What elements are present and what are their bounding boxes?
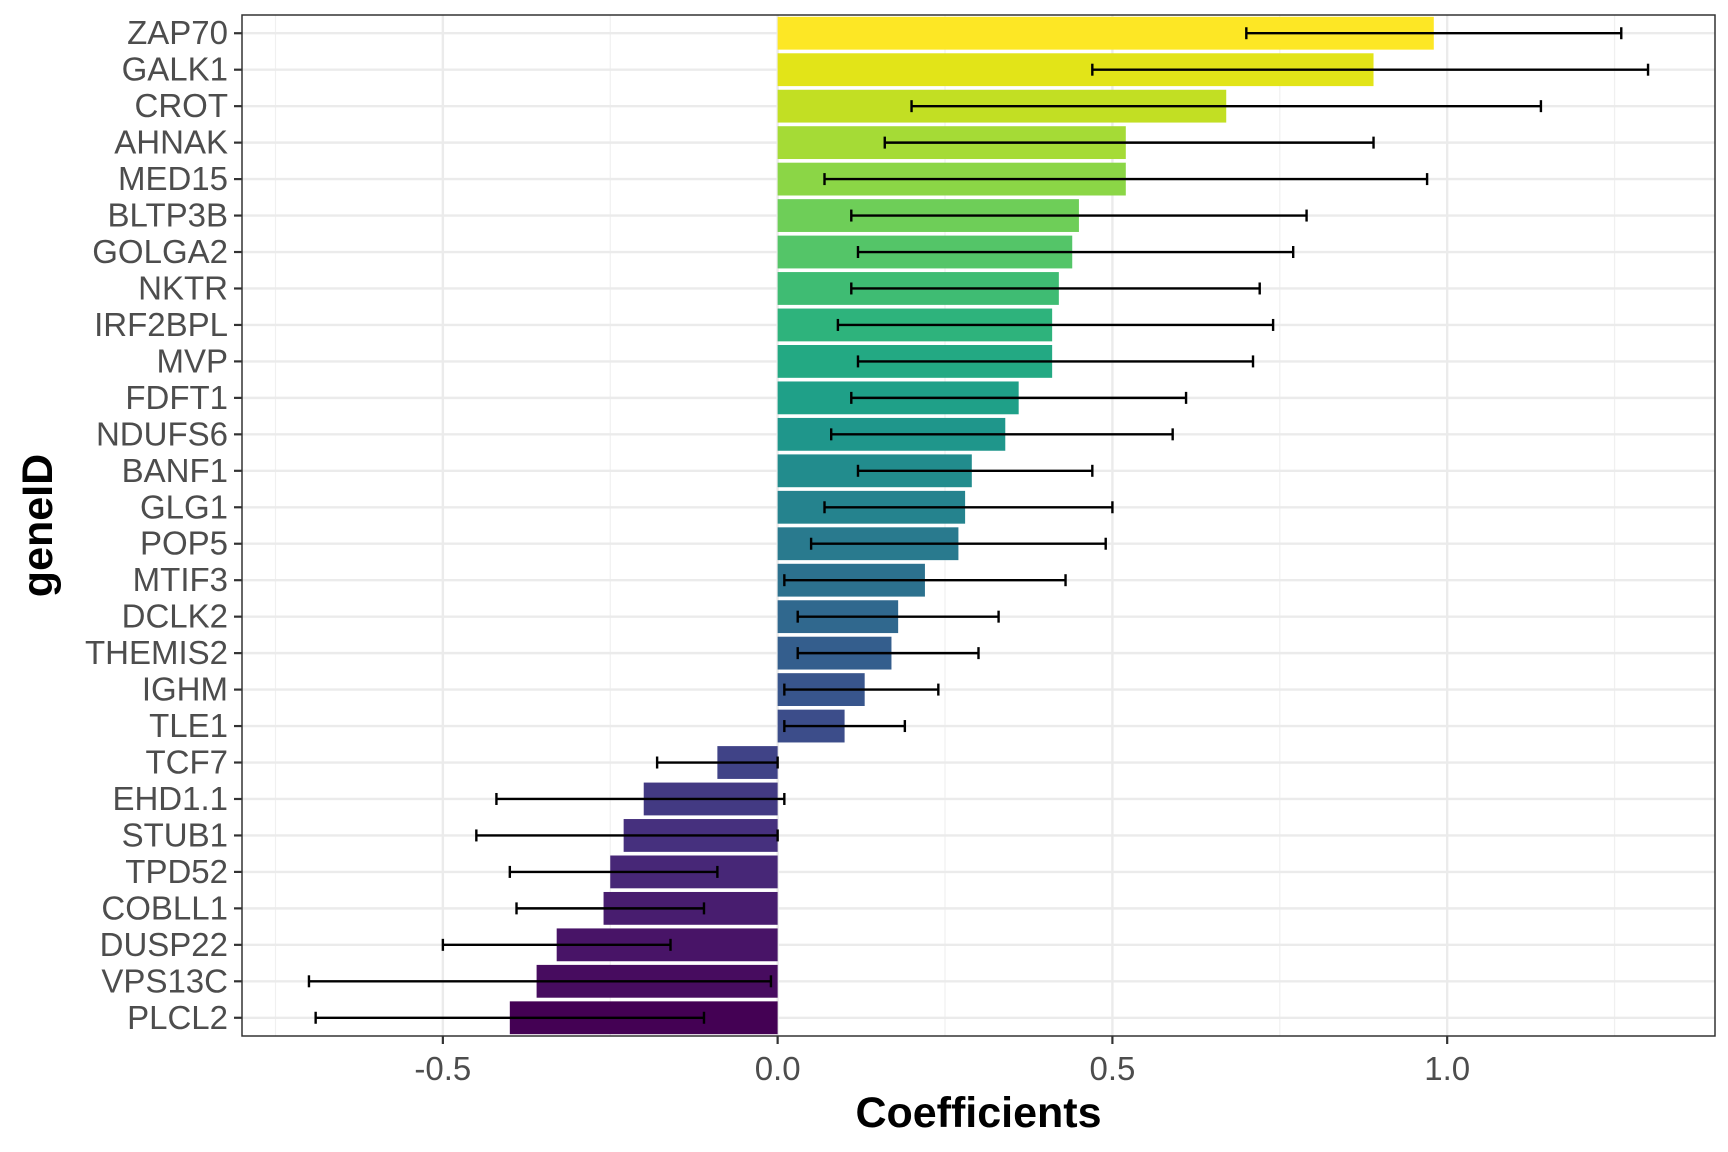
- y-tick-label: COBLL1: [101, 889, 228, 926]
- plot-border: [241, 14, 1716, 1037]
- error-bar-tle1: [783, 720, 907, 733]
- error-bar-crot: [910, 100, 1543, 113]
- error-bar-tpd52: [508, 865, 719, 878]
- x-tick-label: -0.5: [414, 1050, 471, 1087]
- y-tick-label: ZAP70: [127, 14, 228, 51]
- y-tick-label: FDFT1: [125, 379, 228, 416]
- x-tick-label: 0.0: [755, 1050, 801, 1087]
- error-bars: [307, 27, 1650, 1024]
- error-bar-dclk2: [796, 610, 1000, 623]
- error-bar-ahnak: [883, 136, 1375, 149]
- error-bar-irf2bpl: [836, 318, 1275, 331]
- error-bar-plcl2: [314, 1011, 706, 1024]
- y-tick-label: NDUFS6: [96, 415, 228, 452]
- x-tick-label: 1.0: [1424, 1050, 1470, 1087]
- error-bar-med15: [823, 173, 1429, 186]
- error-bar-cobll1: [515, 902, 706, 915]
- error-bar-themis2: [796, 647, 980, 660]
- y-tick-label: STUB1: [122, 816, 228, 853]
- y-tick-label: CROT: [135, 87, 229, 124]
- error-bar-bltp3b: [850, 209, 1308, 222]
- error-bar-zap70: [1245, 27, 1623, 40]
- y-tick-label: IRF2BPL: [94, 306, 228, 343]
- error-bar-fdft1: [850, 391, 1188, 404]
- y-tick-label: GALK1: [122, 51, 228, 88]
- error-bar-stub1: [475, 829, 779, 842]
- y-axis-title: geneID: [14, 454, 62, 597]
- x-axis: -0.5 0.0 0.5 1.0: [414, 1036, 1470, 1087]
- x-axis-title: Coefficients: [855, 1089, 1101, 1137]
- error-bar-ehd1-1: [495, 792, 786, 805]
- y-tick-label: EHD1.1: [112, 780, 228, 817]
- y-tick-label: GOLGA2: [92, 233, 228, 270]
- y-tick-label: BLTP3B: [108, 197, 228, 234]
- error-bar-ighm: [783, 683, 940, 696]
- y-tick-label: VPS13C: [101, 962, 228, 999]
- error-bar-mvp: [856, 355, 1255, 368]
- y-tick-label: MVP: [156, 342, 228, 379]
- error-bar-ndufs6: [830, 428, 1174, 441]
- y-tick-label: NKTR: [138, 269, 228, 306]
- x-tick-label: 0.5: [1089, 1050, 1135, 1087]
- y-tick-label: GLG1: [140, 488, 228, 525]
- y-tick-label: DUSP22: [100, 926, 228, 963]
- error-bar-banf1: [856, 464, 1094, 477]
- y-tick-label: AHNAK: [114, 124, 228, 161]
- y-tick-label: THEMIS2: [85, 634, 228, 671]
- y-tick-label: POP5: [140, 525, 228, 562]
- error-bar-nktr: [850, 282, 1261, 295]
- y-tick-label: MTIF3: [133, 561, 228, 598]
- error-bar-tcf7: [655, 756, 779, 769]
- error-bar-vps13c: [307, 975, 773, 988]
- error-bar-dusp22: [441, 938, 672, 951]
- y-tick-label: PLCL2: [127, 999, 228, 1036]
- error-bar-golga2: [856, 246, 1295, 259]
- y-tick-label: IGHM: [142, 671, 228, 708]
- error-bar-glg1: [823, 501, 1114, 514]
- y-tick-label: TPD52: [125, 853, 228, 890]
- y-tick-label: TLE1: [149, 707, 228, 744]
- error-bar-galk1: [1091, 63, 1650, 76]
- y-tick-label: DCLK2: [122, 598, 228, 635]
- y-tick-label: MED15: [118, 160, 228, 197]
- y-tick-label: BANF1: [122, 452, 228, 489]
- y-axis: ZAP70GALK1CROTAHNAKMED15BLTP3BGOLGA2NKTR…: [85, 14, 242, 1036]
- error-bar-mtif3: [783, 574, 1067, 587]
- error-bar-pop5: [809, 537, 1107, 550]
- y-tick-label: TCF7: [146, 744, 229, 781]
